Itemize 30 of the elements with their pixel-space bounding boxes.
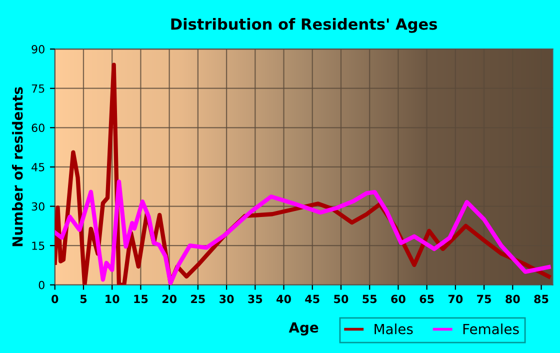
- y-tick-label: 30: [32, 202, 44, 211]
- x-tick-label: 40: [276, 294, 291, 304]
- y-tick-label: 75: [32, 84, 44, 93]
- y-tick-label: 60: [32, 124, 44, 132]
- x-tick-label: 50: [334, 294, 348, 304]
- x-tick-label: 85: [534, 294, 548, 304]
- x-tick-label: 20: [162, 294, 177, 304]
- y-tick-label: 45: [32, 163, 44, 172]
- x-tick-label: 25: [191, 294, 205, 304]
- x-tick-label: 30: [220, 294, 234, 304]
- y-tick-label: 90: [32, 45, 44, 54]
- x-tick-label: 10: [106, 294, 120, 304]
- y-tick-label: 0: [38, 280, 44, 290]
- x-axis-title: Age: [288, 322, 318, 336]
- y-axis-title: Number of residents: [12, 87, 23, 246]
- x-tick-label: 70: [448, 294, 463, 304]
- x-tick-label: 45: [305, 294, 320, 304]
- legend-label: Females: [463, 324, 519, 334]
- x-tick-label: 0: [52, 294, 58, 304]
- x-tick-label: 55: [362, 294, 377, 304]
- x-tick-label: 65: [420, 294, 434, 304]
- x-tick-label: 35: [248, 294, 262, 304]
- x-tick-label: 15: [134, 294, 148, 304]
- x-tick-label: 60: [391, 294, 406, 304]
- chart-title: Distribution of Residents' Ages: [171, 18, 437, 33]
- x-tick-label: 5: [80, 294, 87, 304]
- legend-label: Males: [374, 324, 413, 334]
- x-tick-label: 80: [506, 294, 520, 304]
- y-tick-label: 15: [32, 242, 44, 250]
- x-tick-label: 75: [477, 294, 492, 304]
